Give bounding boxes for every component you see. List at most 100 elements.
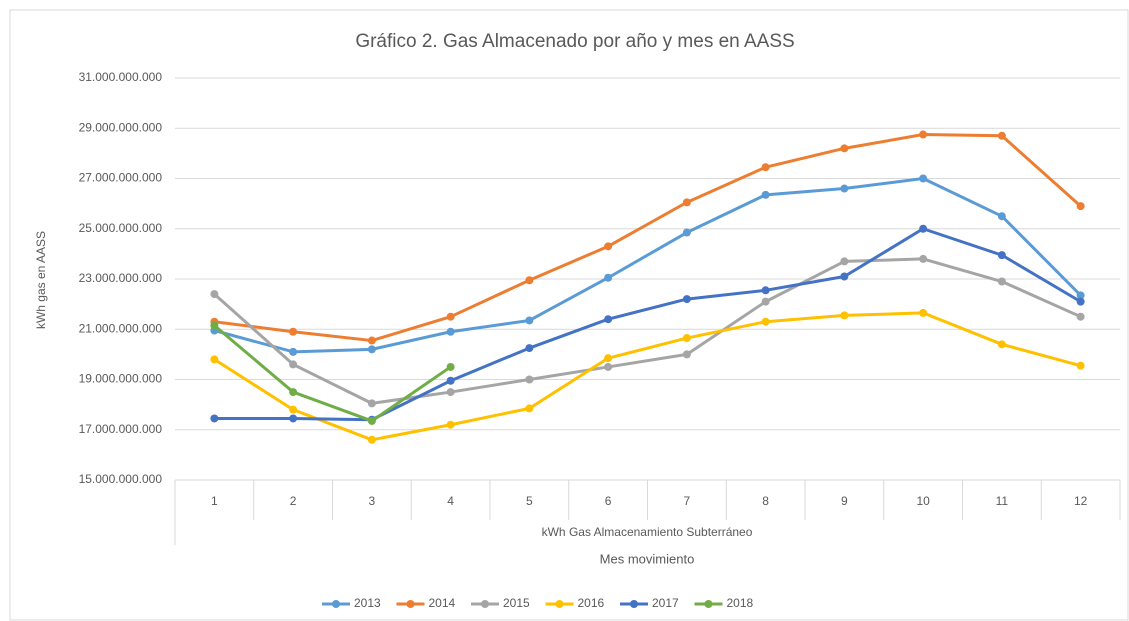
data-point [761,286,770,295]
x-tick-label: 11 [996,494,1009,508]
data-point [367,336,376,345]
data-point [525,375,534,384]
y-tick-label: 29.000.000.000 [79,120,163,134]
data-point [446,376,455,385]
data-point [367,345,376,354]
data-point [1076,361,1085,370]
data-point [289,327,298,336]
data-point [210,290,219,299]
data-point [446,420,455,429]
legend-marker [555,600,564,608]
data-point [446,312,455,321]
legend-label: 2017 [652,596,679,610]
data-point [446,362,455,371]
data-point [840,272,849,281]
data-point [682,350,691,359]
y-tick-label: 25.000.000.000 [79,221,163,235]
data-point [919,130,928,139]
legend-label: 2016 [578,596,605,610]
data-point [682,334,691,343]
x-tick-label: 4 [447,494,454,508]
y-tick-label: 15.000.000.000 [79,472,163,486]
data-point [1076,202,1085,211]
data-point [997,251,1006,260]
y-tick-label: 31.000.000.000 [79,70,163,84]
x-tick-label: 6 [605,494,612,508]
legend-marker [704,600,713,608]
data-point [525,404,534,413]
legend-label: 2018 [727,596,754,610]
data-point [761,317,770,326]
data-point [919,224,928,233]
data-point [367,399,376,408]
data-point [210,355,219,364]
data-point [525,344,534,353]
data-point [1076,297,1085,306]
legend-label: 2013 [354,596,381,610]
chart-title: Gráfico 2. Gas Almacenado por año y mes … [355,31,794,52]
legend-marker [406,600,415,608]
data-point [604,354,613,363]
data-point [997,340,1006,349]
data-point [289,388,298,397]
data-point [682,295,691,304]
data-point [682,198,691,207]
data-point [604,362,613,371]
legend-marker [332,600,340,608]
data-point [525,276,534,285]
data-point [997,277,1006,286]
data-point [289,405,298,414]
data-point [446,388,455,397]
series-line [213,257,1082,405]
legend-marker [481,600,489,608]
y-tick-label: 17.000.000.000 [79,422,163,436]
data-point [1076,291,1085,300]
legend-marker [630,600,638,608]
y-tick-label: 23.000.000.000 [79,271,163,285]
y-tick-label: 27.000.000.000 [79,171,163,185]
series-line [214,227,1082,422]
series-line [213,177,1082,354]
data-point [761,190,770,199]
series-line [213,311,1082,442]
data-point [604,273,613,282]
data-point [840,257,849,266]
data-point [525,316,534,325]
data-point [919,174,928,183]
y-tick-label: 19.000.000.000 [79,372,163,386]
y-axis-title: kWh gas en AASS [34,231,48,329]
data-point [919,254,928,263]
data-point [840,311,849,320]
x-tick-label: 1 [211,494,218,508]
x-axis-sublabel: kWh Gas Almacenamiento Subterráneo [542,525,753,539]
data-point [210,321,219,330]
data-point [604,315,613,324]
data-point [919,308,928,317]
data-point [997,131,1006,140]
x-tick-label: 5 [526,494,533,508]
x-tick-label: 8 [762,494,769,508]
data-point [840,144,849,153]
data-point [289,360,298,369]
y-tick-label: 21.000.000.000 [79,321,163,335]
x-axis-title: Mes movimiento [600,551,695,566]
x-tick-label: 3 [369,494,376,508]
data-point [682,228,691,237]
x-tick-label: 7 [684,494,691,508]
data-point [210,414,219,423]
x-tick-label: 2 [290,494,297,508]
data-point [761,297,770,306]
x-tick-label: 12 [1074,494,1088,508]
data-point [840,184,849,193]
data-point [604,242,613,251]
data-point [367,416,376,425]
data-point [761,163,770,172]
data-point [367,435,376,444]
series-line [213,324,452,423]
series-line [214,133,1082,343]
data-point [289,347,298,356]
data-point [289,414,298,423]
x-tick-label: 9 [841,494,848,508]
data-point [1076,312,1085,321]
